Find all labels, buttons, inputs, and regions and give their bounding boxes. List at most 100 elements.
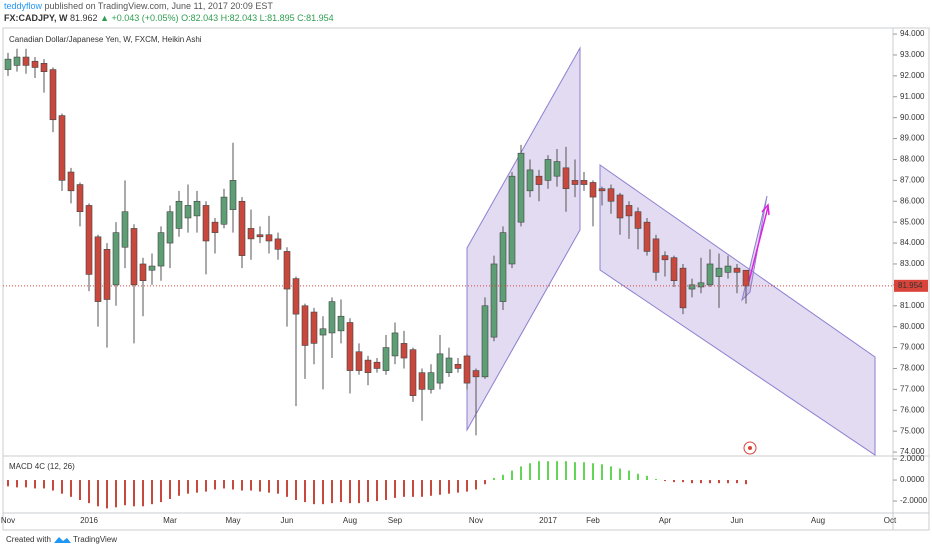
- candle-body: [499, 232, 507, 302]
- candle-body: [220, 196, 228, 225]
- candle-body: [418, 372, 426, 390]
- quote-line: FX:CADJPY, W 81.962 ▲ +0.043 (+0.05%) O:…: [4, 13, 334, 23]
- candle-body: [688, 284, 696, 290]
- candle-body: [202, 205, 210, 242]
- candle-body: [472, 370, 480, 378]
- candle-body: [211, 221, 219, 233]
- x-tick-label: Mar: [163, 516, 177, 525]
- candle-body: [598, 188, 606, 192]
- header-line: teddyflow published on TradingView.com, …: [4, 1, 273, 11]
- footer-created: Created with: [6, 535, 51, 544]
- logo: [54, 537, 71, 543]
- frame: [2, 27, 930, 531]
- candle-body: [58, 115, 66, 181]
- event-icon[interactable]: [743, 441, 757, 455]
- candle-body: [562, 167, 570, 190]
- candle-body: [481, 305, 489, 378]
- published: published on TradingView.com, June 11, 2…: [45, 1, 274, 11]
- candle-body: [121, 211, 129, 248]
- candle-body: [661, 255, 669, 261]
- candle-body: [391, 332, 399, 357]
- ohlc: O:82.043 H:82.043 L:81.895 C:81.954: [181, 13, 334, 23]
- candle-body: [22, 56, 30, 66]
- candle-body: [166, 211, 174, 244]
- y-tick-label: 0.0000: [900, 475, 925, 484]
- y-tick-label: 76.000: [900, 405, 925, 414]
- last-price-label: 81.954: [898, 281, 923, 290]
- candle-body: [373, 361, 381, 369]
- candle-body: [67, 171, 75, 192]
- y-tick-label: 74.000: [900, 447, 925, 456]
- candle-body: [355, 351, 363, 371]
- candle-body: [706, 263, 714, 286]
- y-tick-label: 91.000: [900, 92, 925, 101]
- candle-body: [337, 315, 345, 332]
- change: ▲ +0.043 (+0.05%): [100, 13, 178, 23]
- y-tick-label: 2.0000: [900, 454, 925, 463]
- x-tick-label: Nov: [469, 516, 483, 525]
- candle-body: [76, 184, 84, 213]
- candle-body: [40, 63, 48, 72]
- y-tick-label: 90.000: [900, 113, 925, 122]
- candle-body: [517, 152, 525, 223]
- y-tick-label: 93.000: [900, 50, 925, 59]
- falling-channel[interactable]: [599, 164, 876, 456]
- candle-body: [274, 238, 282, 250]
- candle-body: [553, 161, 561, 177]
- arrow-head: [761, 203, 770, 216]
- y-tick-label: 79.000: [900, 343, 925, 352]
- candle-body: [247, 228, 255, 240]
- x-tick-label: Sep: [388, 516, 403, 525]
- candle-body: [319, 328, 327, 336]
- y-tick-label: 88.000: [900, 155, 925, 164]
- y-tick-label: 85.000: [900, 217, 925, 226]
- y-tick-label: 86.000: [900, 196, 925, 205]
- candle-body: [31, 60, 39, 68]
- candle-body: [130, 228, 138, 286]
- y-tick-label: 94.000: [900, 29, 925, 38]
- arrow[interactable]: [747, 206, 769, 286]
- candle-body: [382, 347, 390, 371]
- candle-body: [571, 180, 579, 185]
- candle-body: [112, 232, 120, 286]
- price: 81.962: [70, 13, 98, 23]
- candle-body: [301, 305, 309, 346]
- candle-body: [85, 205, 93, 275]
- candle-body: [49, 69, 57, 121]
- user[interactable]: teddyflow: [4, 1, 43, 11]
- candle-body: [436, 353, 444, 384]
- y-tick-label: 80.000: [900, 322, 925, 331]
- candle-body: [229, 180, 237, 210]
- symbol: FX:CADJPY, W: [4, 13, 68, 23]
- y-tick-label: 92.000: [900, 71, 925, 80]
- candle-body: [652, 238, 660, 273]
- y-tick-label: 83.000: [900, 259, 925, 268]
- last-price-box: [894, 279, 928, 292]
- candle-body: [679, 267, 687, 309]
- x-tick-label: Oct: [884, 516, 897, 525]
- x-tick-label: Jun: [731, 516, 744, 525]
- x-tick-label: Jun: [281, 516, 294, 525]
- candle-body: [346, 322, 354, 371]
- candle-body: [526, 169, 534, 192]
- candle-body: [490, 263, 498, 338]
- candle-body: [445, 357, 453, 373]
- x-tick-label: Aug: [811, 516, 825, 525]
- y-tick-label: 84.000: [900, 238, 925, 247]
- candle-body: [139, 263, 147, 281]
- candle-body: [283, 251, 291, 290]
- candle-body: [643, 221, 651, 252]
- candle-body: [310, 311, 318, 344]
- footer-brand[interactable]: TradingView: [73, 535, 117, 544]
- candle-body: [733, 267, 741, 273]
- candle-body: [409, 349, 417, 396]
- candle-body: [715, 267, 723, 277]
- candle-body: [580, 180, 588, 185]
- candle-body: [238, 200, 246, 256]
- x-tick-label: Nov: [1, 516, 15, 525]
- candle-body: [724, 265, 732, 273]
- candle-body: [103, 249, 111, 300]
- candle-body: [607, 188, 615, 202]
- candle-body: [670, 257, 678, 281]
